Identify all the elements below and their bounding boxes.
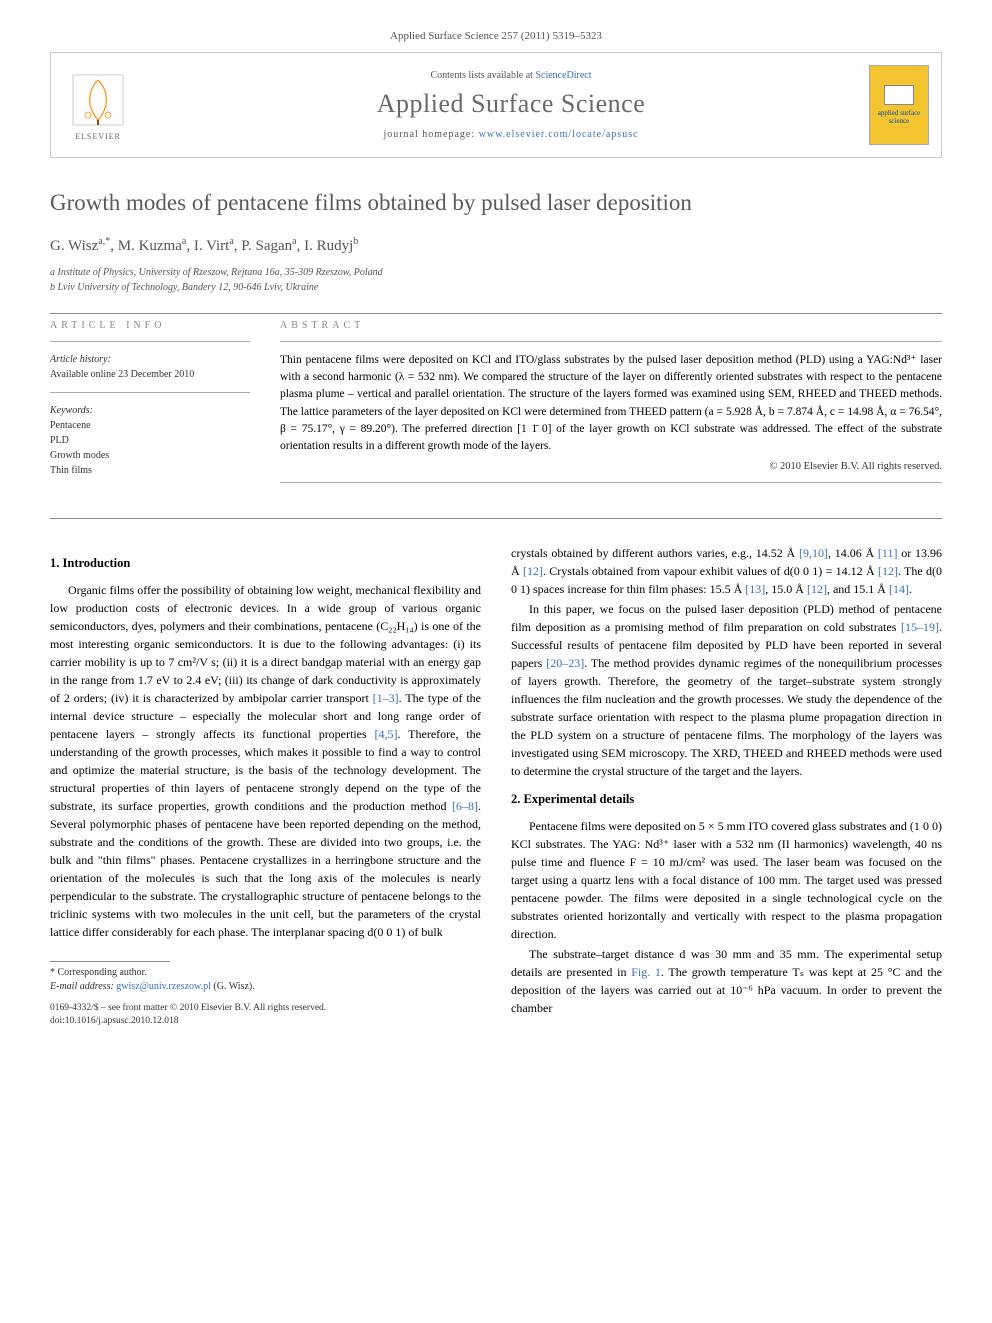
email-author-name: (G. Wisz). — [213, 981, 254, 992]
keyword: Growth modes — [50, 448, 250, 463]
email-label: E-mail address: — [50, 981, 114, 992]
publisher-name: ELSEVIER — [75, 132, 121, 141]
elsevier-tree-icon — [68, 70, 128, 130]
body-text: , 15.0 Å — [765, 582, 807, 596]
homepage-link[interactable]: www.elsevier.com/locate/apsusc — [479, 129, 639, 140]
corresponding-author-footer: * Corresponding author. E-mail address: … — [50, 961, 481, 1029]
keyword: Pentacene — [50, 418, 250, 433]
citation-link[interactable]: [15–19] — [901, 620, 939, 634]
citation-link[interactable]: [4,5] — [375, 727, 398, 741]
info-divider — [50, 341, 250, 342]
affiliation-b: b Lviv University of Technology, Bandery… — [50, 280, 942, 295]
body-text: In this paper, we focus on the pulsed la… — [511, 602, 942, 634]
body-paragraph: In this paper, we focus on the pulsed la… — [511, 600, 942, 780]
cover-label: applied surface science — [874, 109, 924, 125]
abstract-divider-bottom — [280, 482, 942, 483]
abstract-copyright: © 2010 Elsevier B.V. All rights reserved… — [280, 461, 942, 472]
cover-icon — [884, 85, 914, 105]
citation-link[interactable]: [11] — [878, 546, 898, 560]
body-paragraph: Organic films offer the possibility of o… — [50, 581, 481, 941]
corresponding-label: * Corresponding author. — [50, 966, 481, 980]
keywords-label: Keywords: — [50, 403, 250, 418]
keyword: PLD — [50, 433, 250, 448]
body-paragraph: The substrate–target distance d was 30 m… — [511, 945, 942, 1017]
banner-center: Contents lists available at ScienceDirec… — [153, 70, 869, 140]
section-1-heading: 1. Introduction — [50, 554, 481, 573]
citation-link[interactable]: [1–3] — [373, 691, 399, 705]
corresponding-email-link[interactable]: gwisz@univ.rzeszow.pl — [116, 981, 211, 992]
body-text: . The method provides dynamic regimes of… — [511, 656, 942, 778]
body-text: . Crystals obtained from vapour exhibit … — [543, 564, 878, 578]
affiliation-a: a Institute of Physics, University of Rz… — [50, 265, 942, 280]
body-text: . Several polymorphic phases of pentacen… — [50, 799, 481, 939]
abstract-text: Thin pentacene films were deposited on K… — [280, 352, 942, 456]
keyword: Thin films — [50, 463, 250, 478]
citation-link[interactable]: [9,10] — [799, 546, 828, 560]
abstract-divider — [280, 341, 942, 342]
journal-banner: ELSEVIER Contents lists available at Sci… — [50, 52, 942, 158]
elsevier-logo: ELSEVIER — [63, 65, 133, 145]
citation-link[interactable]: [6–8] — [452, 799, 478, 813]
contents-prefix: Contents lists available at — [430, 70, 535, 81]
doi-line: doi:10.1016/j.apsusc.2010.12.018 — [50, 1015, 481, 1028]
sciencedirect-link[interactable]: ScienceDirect — [535, 70, 591, 81]
body-text: Organic films offer the possibility of o… — [50, 583, 481, 705]
article-history: Article history: Available online 23 Dec… — [50, 352, 250, 382]
homepage-line: journal homepage: www.elsevier.com/locat… — [153, 129, 869, 140]
issn-line: 0169-4332/$ – see front matter © 2010 El… — [50, 1002, 481, 1015]
divider — [50, 518, 942, 519]
history-value: Available online 23 December 2010 — [50, 367, 250, 382]
abstract-header: ABSTRACT — [280, 320, 942, 331]
footer-divider — [50, 961, 170, 962]
body-paragraph: crystals obtained by different authors v… — [511, 544, 942, 598]
citation-link[interactable]: [12] — [523, 564, 543, 578]
contents-available-line: Contents lists available at ScienceDirec… — [153, 70, 869, 81]
authors-list: G. Wisza,*, M. Kuzmaa, I. Virta, P. Saga… — [50, 236, 942, 255]
citation-link[interactable]: [13] — [745, 582, 765, 596]
history-label: Article history: — [50, 352, 250, 367]
citation-link[interactable]: [14] — [889, 582, 909, 596]
homepage-prefix: journal homepage: — [383, 129, 478, 140]
abstract-column: ABSTRACT Thin pentacene films were depos… — [280, 320, 942, 494]
citation-link[interactable]: [12] — [878, 564, 898, 578]
article-info-header: ARTICLE INFO — [50, 320, 250, 331]
divider — [50, 313, 942, 314]
section-2-heading: 2. Experimental details — [511, 790, 942, 809]
journal-reference: Applied Surface Science 257 (2011) 5319–… — [50, 30, 942, 42]
affiliations: a Institute of Physics, University of Rz… — [50, 265, 942, 295]
body-text: , and 15.1 Å — [827, 582, 889, 596]
article-title: Growth modes of pentacene films obtained… — [50, 188, 942, 218]
citation-link[interactable]: [20–23] — [546, 656, 584, 670]
journal-name: Applied Surface Science — [153, 89, 869, 119]
journal-cover-thumbnail: applied surface science — [869, 65, 929, 145]
info-abstract-row: ARTICLE INFO Article history: Available … — [50, 320, 942, 494]
keywords-block: Keywords: Pentacene PLD Growth modes Thi… — [50, 403, 250, 478]
body-text: , 14.06 Å — [828, 546, 878, 560]
info-divider — [50, 392, 250, 393]
article-info-column: ARTICLE INFO Article history: Available … — [50, 320, 250, 494]
body-text: . — [909, 582, 912, 596]
citation-link[interactable]: [12] — [807, 582, 827, 596]
figure-link[interactable]: Fig. 1 — [631, 965, 661, 979]
article-body: 1. Introduction Organic films offer the … — [50, 544, 942, 1028]
body-paragraph: Pentacene films were deposited on 5 × 5 … — [511, 817, 942, 943]
body-text: crystals obtained by different authors v… — [511, 546, 799, 560]
